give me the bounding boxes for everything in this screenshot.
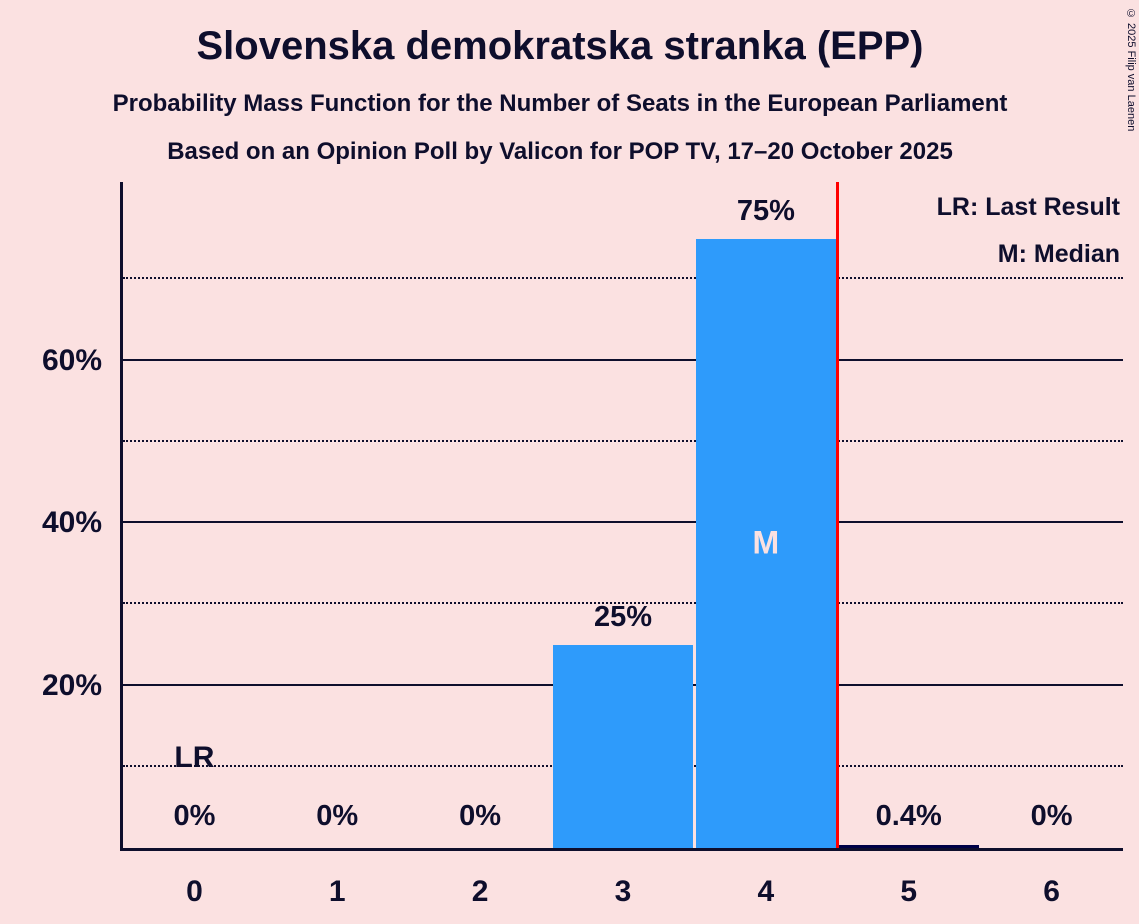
legend-median: M: Median <box>997 240 1120 268</box>
copyright-notice: © 2025 Filip van Laenen <box>1125 8 1137 132</box>
x-tick-label: 5 <box>900 875 918 908</box>
bar-value-label: 0% <box>1030 800 1073 832</box>
gridline-minor <box>123 439 1123 442</box>
y-tick-label: 20% <box>41 668 102 702</box>
page-title: Slovenska demokratska stranka (EPP) <box>196 24 924 68</box>
gridline-major <box>123 521 1123 524</box>
plot-area: 0% 0 0% 1 0% 2 25% 3 M 75% 4 0.4% 5 0% 6 LR <box>120 182 1123 908</box>
bar-value-label: 0% <box>459 800 502 832</box>
gridline-minor <box>123 277 1123 280</box>
x-tick-label: 2 <box>471 875 489 908</box>
y-tick-label: 40% <box>41 506 102 540</box>
y-axis-labels: 20% 40% 60% <box>0 182 102 848</box>
legend-last-result: LR: Last Result <box>936 193 1120 221</box>
chart-subtitle-line-1: Probability Mass Function for the Number… <box>112 90 1008 117</box>
bar-value-label: 0.4% <box>875 800 942 832</box>
bar <box>553 644 693 848</box>
last-result-label: LR <box>174 741 215 774</box>
y-tick-label: 60% <box>41 343 102 377</box>
x-tick-label: 0 <box>186 875 203 908</box>
bar-value-label: 75% <box>736 194 795 227</box>
bar-value-label: 0% <box>173 800 216 832</box>
gridline-minor <box>123 602 1123 605</box>
median-label: M <box>752 524 780 561</box>
bar-value-label: 25% <box>593 600 652 633</box>
bar: M <box>695 238 836 848</box>
x-tick-label: 3 <box>614 875 632 908</box>
x-tick-label: 1 <box>328 875 346 908</box>
last-result-line <box>835 182 839 848</box>
chart-subtitle-line-2: Based on an Opinion Poll by Valicon for … <box>167 138 953 165</box>
x-tick-label: 6 <box>1043 875 1060 908</box>
bar <box>838 844 979 848</box>
gridline-major <box>123 358 1123 361</box>
bar-value-label: 0% <box>316 800 359 832</box>
chart-legend: LR: Last Result M: Median <box>937 184 1120 278</box>
x-tick-label: 4 <box>757 875 775 908</box>
